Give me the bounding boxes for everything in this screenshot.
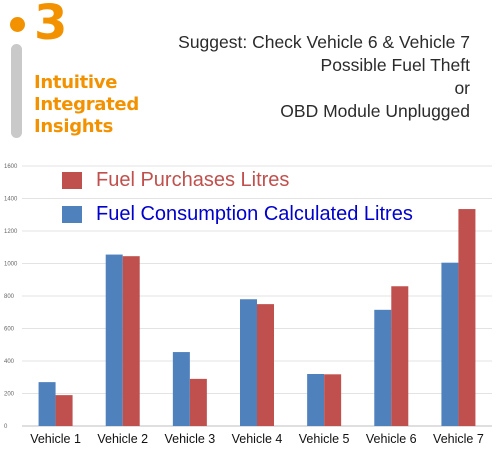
bar-purchases	[122, 256, 140, 426]
bar-purchases	[324, 374, 342, 426]
bar-consumption	[441, 262, 459, 426]
y-axis-ticks: 0 200 400 600 800 1000 1200 1400 1600	[4, 164, 18, 430]
bar-purchases	[55, 395, 73, 426]
legend-swatch-purchases	[62, 172, 82, 189]
suggestion-note: Suggest: Check Vehicle 6 & Vehicle 7 Pos…	[178, 31, 470, 123]
suggestion-line-1: Suggest: Check Vehicle 6 & Vehicle 7	[178, 32, 470, 52]
suggestion-line-2: Possible Fuel Theft	[320, 55, 470, 75]
y-tick-label: 1400	[4, 197, 18, 203]
y-tick-label: 600	[4, 327, 15, 333]
suggestion-line-4: OBD Module Unplugged	[280, 101, 470, 121]
company-logo: 3 Intuitive Integrated Insights	[0, 0, 160, 150]
logo-numeral: 3	[34, 0, 68, 51]
legend-label-purchases: Fuel Purchases Litres	[96, 169, 290, 191]
bar-purchases	[458, 209, 476, 426]
y-tick-label: 1000	[4, 262, 18, 268]
y-tick-label: 1600	[4, 164, 18, 170]
bars	[38, 209, 476, 426]
x-category-label: Vehicle 1	[30, 432, 81, 446]
bar-consumption	[38, 382, 56, 426]
logo-word-1: Intuitive	[34, 72, 118, 93]
y-tick-label: 200	[4, 392, 15, 398]
x-category-label: Vehicle 3	[164, 432, 215, 446]
bar-consumption	[240, 299, 257, 426]
y-tick-label: 800	[4, 294, 15, 300]
y-tick-label: 1200	[4, 229, 18, 235]
bar-consumption	[374, 309, 392, 426]
x-category-label: Vehicle 2	[97, 432, 148, 446]
logo-word-3: Insights	[34, 116, 114, 137]
x-category-label: Vehicle 7	[433, 432, 484, 446]
x-category-label: Vehicle 6	[366, 432, 417, 446]
x-axis-labels: Vehicle 1 Vehicle 2 Vehicle 3 Vehicle 4 Vehi…	[30, 432, 484, 446]
x-category-label: Vehicle 5	[299, 432, 350, 446]
bar-consumption	[307, 374, 325, 426]
bar-purchases	[189, 378, 207, 426]
x-category-label: Vehicle 4	[232, 432, 283, 446]
logo-word-2: Integrated	[34, 94, 139, 115]
legend-label-consumption: Fuel Consumption Calculated Litres	[96, 203, 413, 225]
y-tick-label: 400	[4, 359, 15, 365]
bar-consumption	[172, 352, 190, 426]
bar-purchases	[391, 286, 409, 426]
gridlines	[22, 165, 492, 427]
bar-consumption	[105, 254, 123, 426]
logo-dot	[10, 17, 25, 32]
legend-swatch-consumption	[62, 206, 82, 223]
y-tick-label: 0	[4, 424, 8, 430]
bar-purchases	[257, 304, 274, 426]
logo-bar	[11, 44, 22, 138]
suggestion-line-3: or	[454, 78, 470, 98]
